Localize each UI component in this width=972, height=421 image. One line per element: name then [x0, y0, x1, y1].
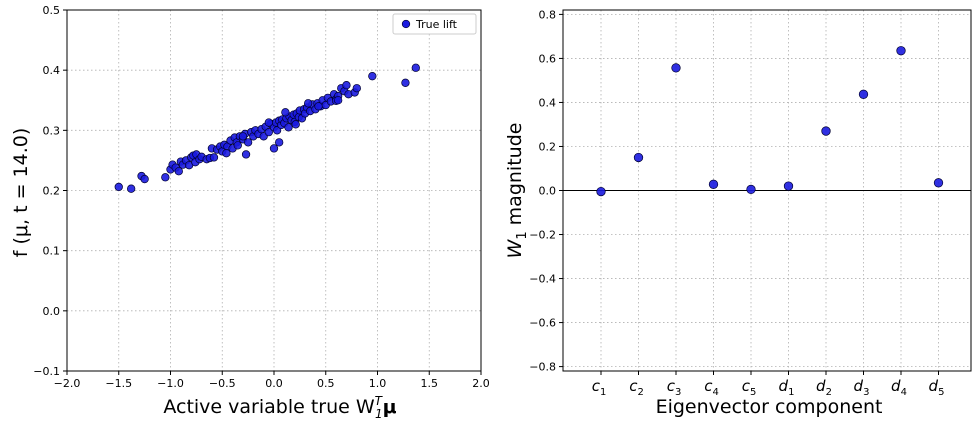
- x-axis-label: Eigenvector component: [656, 396, 883, 418]
- data-point: [174, 167, 183, 176]
- y-tick-label: −0.6: [529, 317, 556, 330]
- data-point: [233, 141, 242, 150]
- x-tick-label: d3: [854, 377, 870, 398]
- plot-frame: [66, 9, 482, 372]
- data-point: [209, 153, 219, 162]
- data-point: [222, 149, 231, 158]
- data-point: [746, 184, 756, 195]
- x-tick-label: d4: [891, 377, 907, 398]
- data-point: [140, 174, 149, 184]
- data-point: [161, 173, 170, 182]
- x-tick-label: 1.5: [421, 377, 439, 390]
- x-tick-label: 0.0: [265, 377, 283, 390]
- y-tick-label: 0.3: [43, 124, 61, 137]
- data-point: [238, 132, 248, 141]
- data-point: [858, 89, 869, 99]
- data-point: [933, 178, 944, 188]
- x-tick-label: c2: [629, 377, 644, 398]
- data-point: [783, 181, 794, 191]
- y-tick-label: 0.6: [539, 52, 557, 65]
- x-tick-label: d2: [816, 377, 832, 398]
- data-point: [401, 78, 410, 87]
- scatter-chart-left: −2.0 −1.5 −1.0 −0.5 0.0 0.5 1.0 1.5 2.0 −0.1 0.0 0.…: [10, 4, 490, 421]
- legend: True lift: [392, 13, 477, 35]
- data-point: [264, 127, 273, 137]
- data-point: [264, 118, 273, 127]
- data-point: [411, 63, 420, 72]
- y-tick-label: 0.1: [43, 245, 61, 258]
- y-tick-label: 0.0: [539, 185, 557, 198]
- y-axis-label: W1 magnitude: [504, 123, 530, 259]
- legend-box: [392, 13, 477, 35]
- y-tick-label: 0.2: [539, 140, 557, 153]
- data-point: [272, 126, 282, 135]
- data-point: [596, 186, 606, 197]
- data-point: [281, 108, 290, 117]
- y-tick-label: 0.4: [43, 64, 61, 77]
- scatter-chart-right: c1 c2 c3 c4 c5 d1 d2 d3 d4 d5 −0.8 −0.6 −0.4 −0.2 0.0 0…: [504, 8, 972, 418]
- data-point: [304, 99, 313, 108]
- y-axis-label: f (μ, t = 14.0): [10, 128, 32, 257]
- data-point: [368, 72, 377, 81]
- data-point: [708, 179, 719, 189]
- data-point: [342, 81, 351, 90]
- legend-marker: [401, 19, 411, 29]
- data-point: [114, 182, 123, 192]
- data-point: [284, 123, 293, 132]
- x-tick-label: c5: [742, 377, 757, 398]
- data-point: [275, 138, 284, 147]
- data-point: [821, 126, 831, 136]
- x-tick-label: 2.0: [472, 377, 490, 390]
- data-point: [671, 63, 681, 73]
- y-tick-label: 0.4: [539, 96, 557, 109]
- x-tick-label: −1.5: [105, 377, 132, 390]
- data-point: [241, 150, 251, 159]
- y-tick-label: 0.0: [43, 305, 61, 318]
- data-point: [314, 102, 323, 111]
- data-point: [291, 120, 300, 129]
- x-tick-label: d5: [929, 377, 945, 398]
- x-tick-label: −0.5: [209, 377, 236, 390]
- y-tick-label: −0.2: [529, 229, 556, 242]
- y-tick-label: −0.1: [33, 365, 60, 378]
- x-tick-label: d1: [779, 377, 795, 398]
- x-tick-label: c4: [704, 377, 719, 398]
- x-axis-label: Active variable true WT 1μ: [163, 394, 396, 421]
- x-tick-label: −2.0: [54, 377, 81, 390]
- y-tick-label: 0.5: [43, 4, 61, 17]
- y-tick-label: 0.2: [43, 185, 61, 198]
- legend-label: True lift: [415, 18, 458, 31]
- data-point: [269, 144, 279, 153]
- y-tick-label: 0.8: [539, 8, 557, 21]
- y-tick-label: −0.4: [529, 273, 556, 286]
- data-point: [633, 152, 644, 163]
- plot-frame: [562, 9, 972, 372]
- data-point: [243, 138, 253, 147]
- y-tick-label: −0.8: [529, 361, 556, 374]
- x-tick-label: c3: [667, 377, 682, 398]
- x-tick-label: 1.0: [369, 377, 387, 390]
- data-point: [352, 84, 361, 93]
- x-tick-label: −1.0: [157, 377, 184, 390]
- data-point: [896, 46, 906, 56]
- data-point: [127, 184, 136, 193]
- x-tick-label: 0.5: [317, 377, 335, 390]
- x-tick-label: c1: [592, 377, 607, 398]
- data-point: [334, 96, 343, 105]
